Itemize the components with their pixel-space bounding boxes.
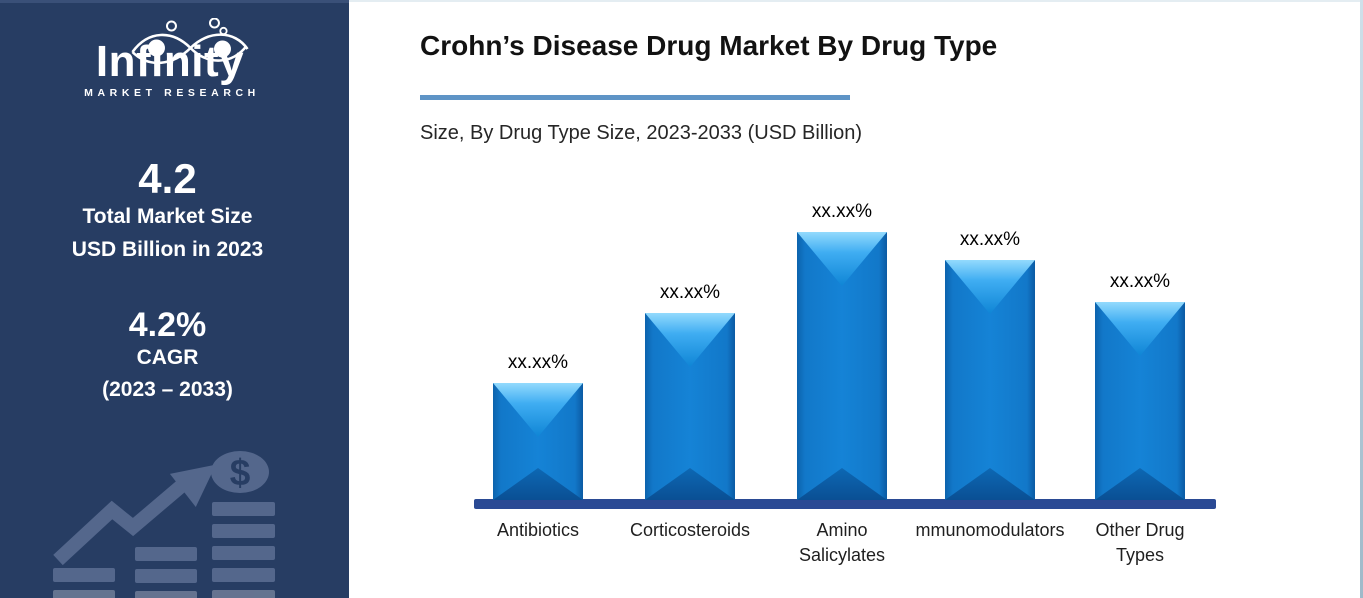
chart-subtitle: Size, By Drug Type Size, 2023-2033 (USD … [420,122,863,144]
bar [1095,302,1185,500]
dollar-coin-icon: $ [211,451,269,493]
infinity-logo-icon [131,18,249,64]
growth-arrow-icon [53,464,216,566]
cagr-period: (2023 – 2033) [102,378,233,401]
logo: Infinity MARKET RESEARCH [0,12,340,99]
frame-top-edge [349,0,1363,2]
bar-category-label: mmunomodulators [915,520,1065,540]
bar [645,313,735,500]
bar-value-label: xx.xx% [811,201,873,222]
bar-value-label: xx.xx% [659,282,721,303]
x-axis [474,499,1216,509]
bar [945,260,1035,500]
growth-chart-dollar-icon: $ [53,451,275,598]
logo-tagline: MARKET RESEARCH [84,87,260,99]
svg-text:$: $ [230,452,251,493]
coin-stacks-icon [53,502,275,598]
bar-category-label: Antibiotics [496,520,580,540]
bar-category-label: Corticosteroids [629,520,751,540]
bar [493,383,583,500]
title-underline [420,95,850,100]
bar-value-label: xx.xx% [959,229,1021,250]
bar-category-label: Amino Salicylates [798,520,886,565]
bar-category-label: Other Drug Types [1095,520,1185,565]
bar-value-label: xx.xx% [1109,271,1171,292]
market-size-value: 4.2 [138,155,197,202]
cagr-stat: 4.2% CAGR (2023 – 2033) [0,308,335,406]
market-size-stat: 4.2 Total Market Size USD Billion in 202… [0,158,335,266]
bar [797,232,887,500]
sidebar: Infinity MARKET RESEARCH 4.2 Total Marke… [0,0,349,598]
cagr-label: CAGR [136,346,199,369]
bar-value-label: xx.xx% [507,352,569,373]
market-size-label-2: USD Billion in 2023 [71,238,264,261]
frame-right-edge [1360,0,1363,598]
market-size-label-1: Total Market Size [82,205,253,228]
cagr-value: 4.2% [128,306,207,344]
page-title: Crohn’s Disease Drug Market By Drug Type [420,30,998,61]
